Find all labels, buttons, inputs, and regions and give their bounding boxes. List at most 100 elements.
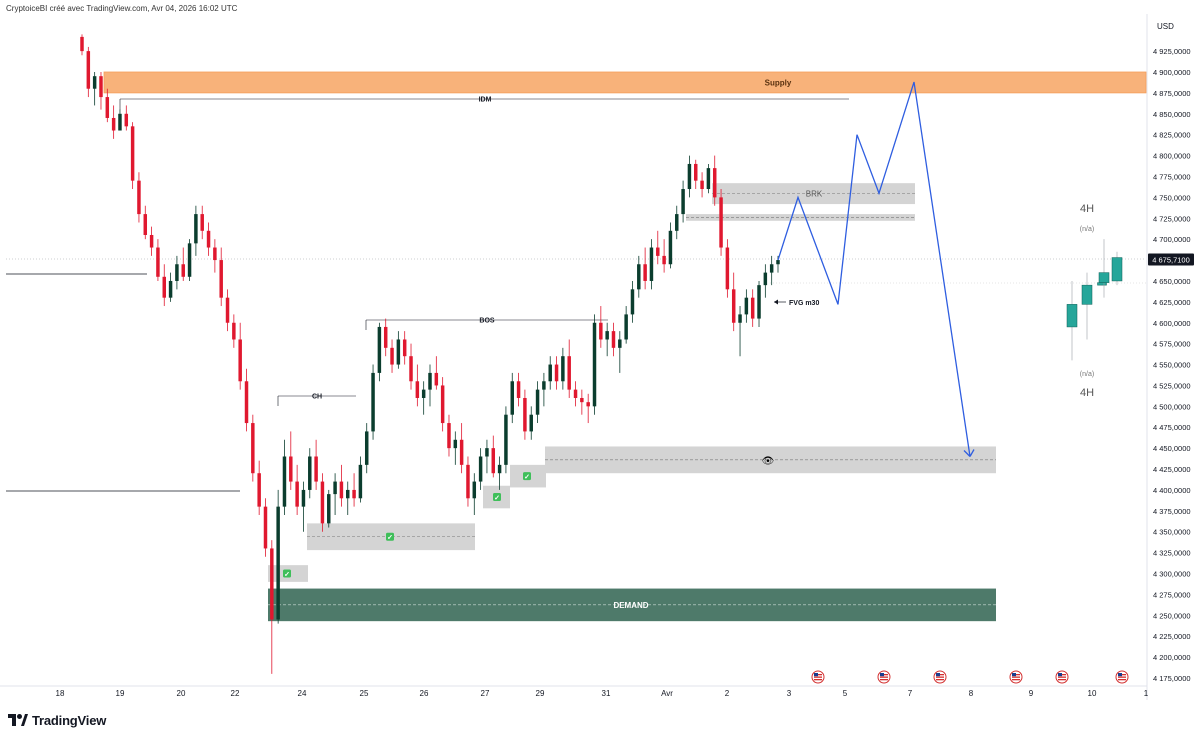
price-tick-label: 4 825,0000: [1153, 131, 1191, 140]
projection-path: [777, 81, 971, 457]
price-tick-label: 4 225,0000: [1153, 632, 1191, 641]
price-tick-label: 4 900,0000: [1153, 68, 1191, 77]
price-tick-label: 4 450,0000: [1153, 444, 1191, 453]
supply-zone: [103, 71, 1147, 94]
time-tick-label: 26: [420, 689, 429, 698]
time-tick-label: 9: [1029, 689, 1034, 698]
candle-bearish: [257, 473, 261, 507]
mini-candle: [1111, 257, 1123, 282]
time-tick-label: 2: [725, 689, 730, 698]
candle-bearish: [289, 456, 293, 482]
mini-candle: [1081, 284, 1093, 305]
candle-bearish: [314, 456, 318, 482]
price-tick-label: 4 275,0000: [1153, 590, 1191, 599]
candle-bearish: [225, 297, 230, 323]
check-icon: [283, 569, 291, 578]
time-tick-label: 8: [969, 689, 974, 698]
candle-bullish: [618, 339, 622, 348]
brk-label: BRK: [806, 190, 823, 199]
candle-bearish: [643, 264, 647, 281]
candle-bearish: [295, 481, 299, 507]
check-mark: ✓: [524, 474, 530, 481]
flag-stripe: [936, 679, 944, 681]
check-icon: [493, 493, 501, 502]
candle-bearish: [523, 397, 527, 432]
candle-bearish: [105, 97, 110, 118]
price-tick-label: 4 350,0000: [1153, 528, 1191, 537]
idm-label: IDM: [479, 97, 492, 104]
time-tick-label: 22: [231, 689, 240, 698]
flag-canton: [1118, 673, 1122, 677]
candle-bullish: [504, 414, 508, 465]
candle-bullish: [738, 314, 742, 323]
check-mark: ✓: [284, 572, 290, 579]
candle-bullish: [637, 264, 641, 290]
candle-bearish: [731, 289, 736, 323]
candle-bearish: [491, 448, 496, 474]
time-tick-label: 24: [298, 689, 307, 698]
candle-bullish: [561, 356, 565, 382]
bos-label: BOS: [479, 318, 495, 325]
candle-bearish: [700, 180, 704, 190]
candle-bullish: [681, 189, 685, 215]
time-tick-label: 3: [787, 689, 792, 698]
time-tick-label: 31: [602, 689, 611, 698]
candle-bullish: [333, 481, 337, 495]
flag-stripe: [814, 679, 822, 681]
candle-bullish: [194, 214, 198, 244]
us-flag-icon: [1115, 670, 1129, 684]
candle-bearish: [111, 117, 116, 131]
candle-bearish: [580, 397, 584, 403]
flag-stripe: [1012, 676, 1020, 678]
candle-bearish: [213, 247, 217, 261]
candle-bullish: [282, 456, 287, 507]
candle-bearish: [599, 322, 603, 340]
candle-bearish: [554, 364, 559, 382]
time-tick-label: 29: [536, 689, 545, 698]
candle-bullish: [92, 76, 97, 89]
candle-bullish: [308, 456, 312, 490]
candle-bearish: [725, 247, 730, 290]
price-tick-label: 4 325,0000: [1153, 549, 1191, 558]
flag-stripe: [814, 676, 822, 678]
flag-canton: [1058, 673, 1062, 677]
candle-bearish: [415, 381, 420, 398]
time-tick-label: 1: [1144, 689, 1149, 698]
candle-bearish: [270, 548, 274, 620]
time-tick-label: 18: [56, 689, 65, 698]
candle-bullish: [687, 163, 692, 190]
check-mark: ✓: [494, 495, 500, 502]
candle-bullish: [472, 481, 477, 499]
time-tick-label: 25: [360, 689, 369, 698]
candle-bearish: [219, 260, 223, 298]
candle-bullish: [592, 322, 597, 407]
price-tick-label: 4 400,0000: [1153, 486, 1191, 495]
candle-bearish: [86, 51, 91, 89]
check-icon: [523, 472, 531, 481]
candle-bullish: [358, 464, 363, 499]
candle-bearish: [750, 297, 755, 319]
candle-bearish: [656, 247, 660, 256]
candle-bearish: [573, 389, 578, 398]
candle-bullish: [118, 113, 122, 131]
candle-bearish: [263, 506, 268, 549]
price-tick-label: 4 475,0000: [1153, 423, 1191, 432]
candle-bullish: [630, 289, 635, 315]
candle-bearish: [339, 481, 344, 499]
time-tick-label: 10: [1088, 689, 1097, 698]
candle-bearish: [662, 255, 666, 265]
candle-bullish: [346, 489, 350, 499]
candle-bearish: [130, 126, 135, 181]
us-flag-icon: [877, 670, 891, 684]
brk-thin-zone: [686, 214, 915, 221]
candle-bearish: [149, 234, 154, 248]
tradingview-logo[interactable]: TradingView: [8, 711, 106, 729]
candle-bearish: [352, 489, 356, 499]
candle-bearish: [320, 481, 325, 524]
candle-bullish: [769, 264, 774, 273]
flag-stripe: [1118, 676, 1126, 678]
check-icon: [386, 532, 394, 541]
na-label: (n/a): [1080, 226, 1094, 233]
price-tick-label: 4 725,0000: [1153, 214, 1191, 223]
